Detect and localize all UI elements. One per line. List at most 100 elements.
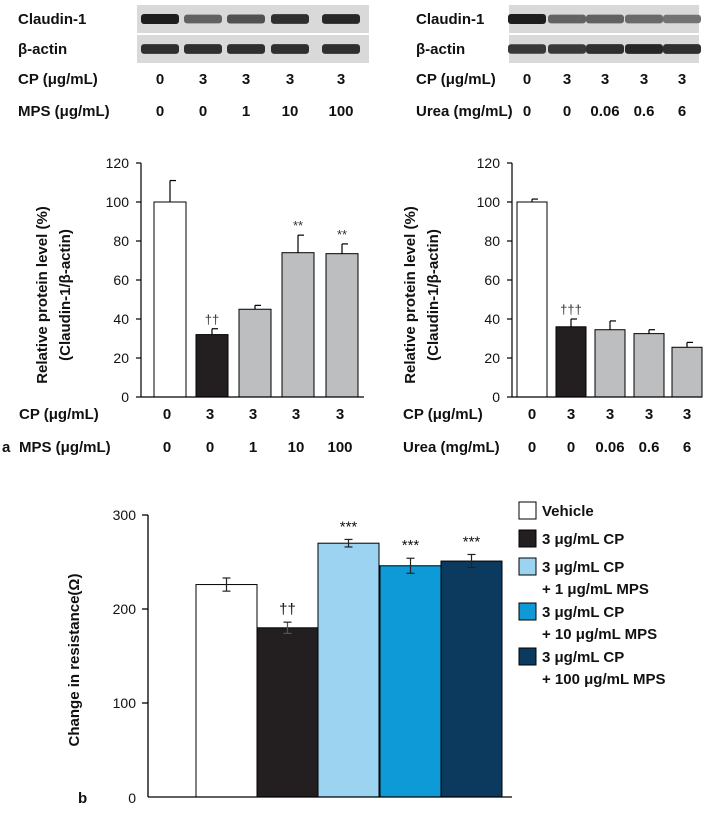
blot-band: [508, 44, 546, 54]
condition-value: 100: [327, 439, 352, 456]
condition-value: 100: [328, 103, 353, 120]
legend-swatch: [518, 501, 537, 520]
legend-label: 3 μg/mL CP: [542, 649, 624, 666]
y-tick-label: 120: [106, 155, 130, 171]
bar-chart-3: †† *** *** *** 0 100 200 300 Change in resistanc…: [66, 501, 666, 807]
condition-value: 0: [528, 406, 536, 423]
condition-value: 3: [640, 71, 648, 88]
legend-label: + 10 μg/mL MPS: [542, 626, 657, 643]
bar: [594, 329, 626, 398]
bar: [671, 346, 703, 398]
bar: [516, 201, 548, 398]
condition-value: 0: [206, 439, 214, 456]
condition-value: 3: [292, 406, 300, 423]
condition-label: Urea (mg/mL): [416, 103, 513, 120]
legend-swatch: [518, 647, 537, 666]
condition-value: 3: [199, 71, 207, 88]
bar: [440, 560, 503, 798]
condition-value: 0.6: [634, 103, 655, 120]
y-tick-label: 20: [484, 350, 500, 366]
western-blot-1: Claudin-1 β-actin CP (μg/mL) 0 3 3 3 3 MPS (μg/m…: [18, 5, 369, 120]
condition-value: 0: [199, 103, 207, 120]
bar: [195, 334, 229, 398]
y-tick-label: 0: [128, 790, 136, 806]
y-tick-label: 0: [121, 389, 129, 405]
condition-value: 0.06: [595, 439, 624, 456]
condition-value: 0: [163, 439, 171, 456]
y-tick-label: 40: [113, 311, 129, 327]
condition-value: 0: [528, 439, 536, 456]
bar: [555, 326, 587, 398]
condition-value: 3: [567, 406, 575, 423]
condition-value: 10: [288, 439, 305, 456]
y-axis-label: (Claudin-1/β-actin): [57, 229, 74, 361]
significance-label: ***: [463, 533, 481, 550]
condition-value: 3: [242, 71, 250, 88]
significance-label: **: [337, 227, 347, 242]
panel-label-a: a: [2, 439, 11, 456]
legend-label: 3 μg/mL CP: [542, 604, 624, 621]
condition-value: 3: [645, 406, 653, 423]
blot-band: [322, 44, 360, 54]
blot-row-label: Claudin-1: [416, 11, 484, 28]
blot-row-label: β-actin: [18, 41, 67, 58]
condition-label: CP (μg/mL): [19, 406, 99, 423]
bar: [256, 627, 319, 798]
blot-band: [322, 14, 360, 24]
y-tick-label: 80: [484, 233, 500, 249]
condition-value: 3: [286, 71, 294, 88]
condition-label: CP (μg/mL): [403, 406, 483, 423]
y-tick-label: 0: [492, 389, 500, 405]
condition-value: 0: [156, 71, 164, 88]
blot-band: [663, 44, 701, 54]
y-axis-label: Relative protein level (%): [34, 206, 51, 384]
condition-value: 0: [156, 103, 164, 120]
y-tick-label: 100: [113, 695, 137, 711]
blot-band: [663, 14, 701, 24]
condition-label: CP (μg/mL): [18, 71, 98, 88]
blot-row-label: Claudin-1: [18, 11, 86, 28]
condition-value: 6: [683, 439, 691, 456]
condition-value: 0: [563, 103, 571, 120]
legend-label: + 100 μg/mL MPS: [542, 671, 666, 688]
condition-value: 10: [282, 103, 299, 120]
condition-value: 1: [242, 103, 250, 120]
condition-value: 3: [206, 406, 214, 423]
legend-swatch: [518, 529, 537, 548]
significance-label: ***: [340, 518, 358, 535]
y-axis-label: Relative protein level (%): [402, 206, 419, 384]
significance-label: **: [293, 218, 303, 233]
condition-value: 0.6: [639, 439, 660, 456]
condition-value: 3: [249, 406, 257, 423]
y-tick-label: 200: [113, 601, 137, 617]
bar: [325, 253, 359, 398]
y-tick-label: 80: [113, 233, 129, 249]
legend-label: 3 μg/mL CP: [542, 531, 624, 548]
bar: [153, 201, 187, 398]
legend-label: + 1 μg/mL MPS: [542, 581, 649, 598]
y-tick-label: 100: [106, 194, 130, 210]
panel-label-b: b: [78, 790, 87, 807]
condition-label: MPS (μg/mL): [18, 103, 110, 120]
blot-band: [271, 44, 309, 54]
legend-label: Vehicle: [542, 503, 594, 520]
condition-value: 0: [523, 103, 531, 120]
significance-label: ***: [402, 537, 420, 554]
legend-swatch: [518, 557, 537, 576]
y-axis-label: (Claudin-1/β-actin): [425, 229, 442, 361]
significance-label: ††: [279, 601, 296, 618]
condition-label: MPS (μg/mL): [19, 439, 111, 456]
blot-band: [227, 14, 265, 24]
blot-band: [184, 14, 222, 24]
bar: [379, 565, 442, 798]
condition-value: 3: [683, 406, 691, 423]
condition-value: 6: [678, 103, 686, 120]
condition-value: 3: [336, 406, 344, 423]
bar: [317, 542, 380, 798]
condition-value: 0: [163, 406, 171, 423]
condition-label: Urea (mg/mL): [403, 439, 500, 456]
western-blot-2: Claudin-1 β-actin CP (μg/mL) 0 3 3 3 3 Urea (mg/…: [416, 5, 701, 120]
